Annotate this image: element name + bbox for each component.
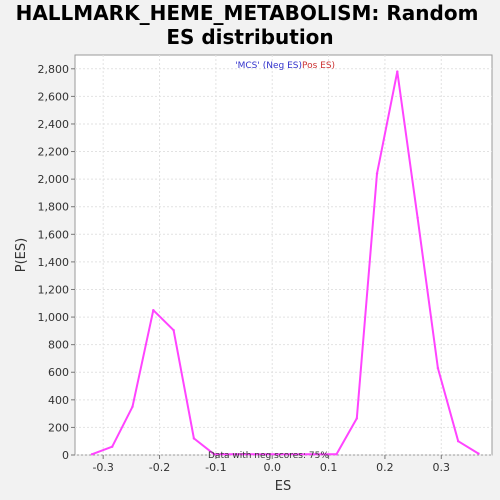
x-axis: -0.3 -0.2 -0.1 0.0 0.1 0.2 0.3 — [92, 455, 450, 474]
y-tick-label: 0 — [62, 449, 69, 462]
grid — [75, 55, 492, 456]
series-layer — [90, 70, 480, 456]
plot-area — [74, 54, 493, 456]
data-point — [436, 366, 440, 370]
y-tick-label: 800 — [48, 339, 69, 352]
x-tick-label: 0.1 — [320, 461, 338, 474]
data-point — [375, 172, 379, 175]
y-tick-label: 2,800 — [38, 63, 70, 76]
data-point — [110, 445, 114, 448]
y-tick-label: 2,200 — [38, 146, 70, 159]
x-tick-label: -0.2 — [149, 461, 170, 474]
data-point — [131, 405, 134, 408]
data-point — [396, 70, 399, 73]
y-tick-label: 1,600 — [38, 228, 70, 241]
data-point — [416, 216, 419, 219]
x-tick-label: 0.0 — [263, 461, 281, 474]
chart-title-line-2: ES distribution — [166, 25, 333, 49]
neg-score-annotation: Data with neg scores: 75% — [208, 451, 329, 461]
data-point — [212, 453, 216, 456]
y-tick-label: 2,600 — [38, 90, 70, 103]
x-tick-label: 0.3 — [433, 461, 451, 474]
data-point — [355, 417, 358, 420]
legend-neg-es: 'MCS' (Neg ES) — [235, 61, 302, 71]
x-tick-label: 0.2 — [376, 461, 394, 474]
y-tick-label: 200 — [48, 421, 69, 434]
data-point — [456, 440, 460, 443]
data-point — [477, 452, 480, 455]
data-point — [152, 308, 155, 312]
y-tick-label: 1,200 — [38, 283, 70, 296]
y-tick-label: 1,000 — [38, 311, 70, 324]
x-tick-label: -0.1 — [205, 461, 226, 474]
x-tick-label: -0.3 — [92, 461, 113, 474]
y-tick-label: 1,800 — [38, 201, 70, 214]
x-axis-label: ES — [275, 479, 291, 494]
chart-title-line-1: HALLMARK_HEME_METABOLISM: Random — [16, 1, 479, 25]
y-axis: 0 200 400 600 800 1,000 1,200 1,400 1,600 1,800 2,… — [38, 63, 75, 462]
y-tick-label: 2,000 — [38, 173, 70, 186]
y-axis-label: P(ES) — [14, 238, 29, 272]
y-tick-label: 400 — [48, 394, 69, 407]
data-point — [192, 437, 196, 440]
y-tick-label: 1,400 — [38, 256, 70, 269]
y-tick-label: 2,400 — [38, 118, 70, 131]
data-point — [172, 328, 175, 332]
y-tick-label: 600 — [48, 366, 69, 379]
data-point — [335, 453, 338, 456]
legend-pos-es: Pos ES) — [302, 61, 335, 71]
data-point — [90, 453, 94, 456]
